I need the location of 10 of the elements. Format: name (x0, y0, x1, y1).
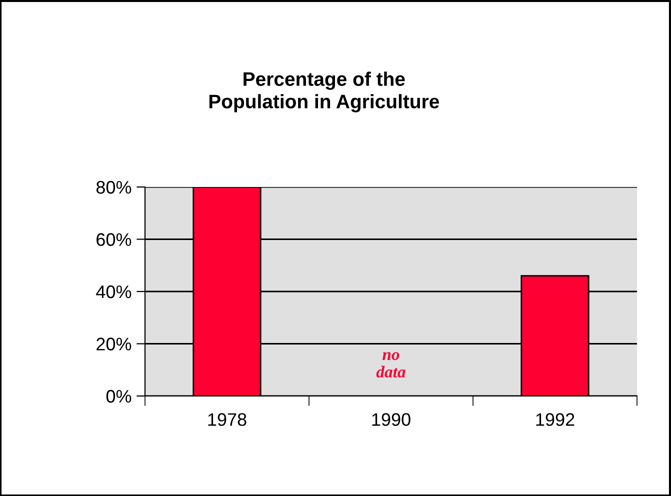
y-tick-label: 80% (96, 180, 132, 194)
y-tick-label: 20% (96, 338, 132, 350)
y-tick-label: 0% (106, 390, 132, 403)
y-tick-label: 40% (96, 285, 132, 298)
y-tick-label: 60% (96, 233, 132, 246)
x-tick-label: 1992 (536, 413, 574, 426)
x-tick-label: 1978 (208, 413, 246, 426)
annotation: no data (376, 352, 406, 378)
x-tick-label: 1990 (372, 413, 410, 426)
chart-title: Percentage of the Population in Agriculture (209, 72, 440, 112)
